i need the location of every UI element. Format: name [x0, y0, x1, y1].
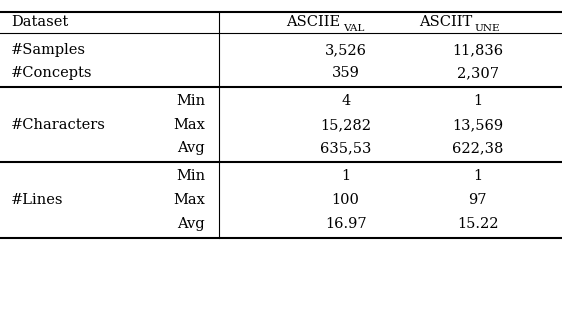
Text: 97: 97: [469, 193, 487, 207]
Text: 1: 1: [341, 169, 350, 183]
Text: #Samples: #Samples: [11, 43, 86, 57]
Text: #Concepts: #Concepts: [11, 66, 93, 80]
Text: #Characters: #Characters: [11, 118, 106, 132]
Text: #Lines: #Lines: [11, 193, 64, 207]
Text: 100: 100: [332, 193, 360, 207]
Text: 635,53: 635,53: [320, 141, 371, 155]
Text: VAL: VAL: [343, 24, 364, 33]
Text: 3,526: 3,526: [325, 43, 366, 57]
Text: Min: Min: [176, 95, 205, 108]
Text: Max: Max: [173, 193, 205, 207]
Text: ASCIIT: ASCIIT: [419, 16, 472, 29]
Text: 2,307: 2,307: [457, 66, 498, 80]
Text: 16.97: 16.97: [325, 217, 366, 231]
Text: ASCIIE: ASCIIE: [286, 16, 340, 29]
Text: 13,569: 13,569: [452, 118, 503, 132]
Text: Dataset: Dataset: [11, 16, 69, 29]
Text: Avg: Avg: [178, 217, 205, 231]
Text: 359: 359: [332, 66, 360, 80]
Text: 4: 4: [341, 95, 350, 108]
Text: 11,836: 11,836: [452, 43, 503, 57]
Text: 1: 1: [473, 169, 482, 183]
Text: Min: Min: [176, 169, 205, 183]
Text: 1: 1: [473, 95, 482, 108]
Text: UNE: UNE: [475, 24, 501, 33]
Text: Max: Max: [173, 118, 205, 132]
Text: 622,38: 622,38: [452, 141, 504, 155]
Text: 15.22: 15.22: [457, 217, 498, 231]
Text: Avg: Avg: [178, 141, 205, 155]
Text: 15,282: 15,282: [320, 118, 371, 132]
